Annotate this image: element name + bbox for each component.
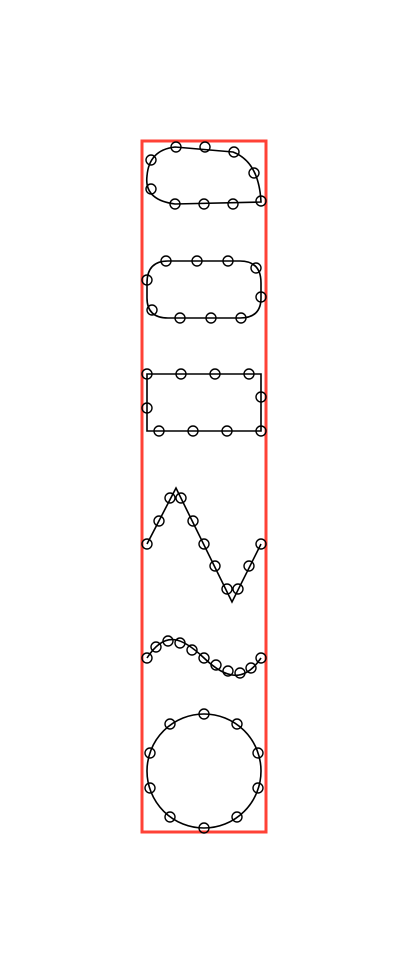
node[interactable] xyxy=(144,747,156,759)
node[interactable] xyxy=(198,538,210,550)
node[interactable] xyxy=(231,718,243,730)
node[interactable] xyxy=(255,538,267,550)
rounded-rect-nodes xyxy=(141,255,267,324)
node[interactable] xyxy=(255,391,267,403)
rectangle-nodes xyxy=(141,368,267,437)
node[interactable] xyxy=(243,560,255,572)
node[interactable] xyxy=(205,312,217,324)
rectangle-shape xyxy=(141,368,267,437)
selection-frame xyxy=(140,139,268,834)
node[interactable] xyxy=(191,255,203,267)
node[interactable] xyxy=(221,583,233,595)
node[interactable] xyxy=(141,652,153,664)
node[interactable] xyxy=(198,708,210,720)
node[interactable] xyxy=(153,515,165,527)
node[interactable] xyxy=(198,652,210,664)
node[interactable] xyxy=(187,425,199,437)
node[interactable] xyxy=(174,637,186,649)
circle-nodes xyxy=(144,708,264,834)
node[interactable] xyxy=(255,652,267,664)
node[interactable] xyxy=(164,492,176,504)
node[interactable] xyxy=(141,538,153,550)
bulb-nodes xyxy=(145,141,267,210)
node[interactable] xyxy=(164,718,176,730)
node[interactable] xyxy=(245,662,257,674)
node[interactable] xyxy=(199,141,211,153)
rounded-rect-shape xyxy=(141,255,267,324)
node[interactable] xyxy=(174,312,186,324)
node[interactable] xyxy=(162,635,174,647)
bulb-outline xyxy=(145,146,262,205)
circle-outline xyxy=(146,713,262,829)
node[interactable] xyxy=(160,255,172,267)
node[interactable] xyxy=(227,198,239,210)
zigzag-shape xyxy=(141,486,267,604)
node[interactable] xyxy=(232,583,244,595)
node[interactable] xyxy=(210,659,222,671)
node[interactable] xyxy=(252,747,264,759)
node[interactable] xyxy=(141,274,153,286)
bulb-shape xyxy=(145,141,267,210)
sine-wave-nodes xyxy=(141,635,267,679)
node[interactable] xyxy=(243,368,255,380)
node[interactable] xyxy=(234,667,246,679)
node[interactable] xyxy=(209,560,221,572)
rectangle-outline xyxy=(146,373,262,432)
node[interactable] xyxy=(187,515,199,527)
node[interactable] xyxy=(169,198,181,210)
node[interactable] xyxy=(222,255,234,267)
node[interactable] xyxy=(248,167,260,179)
node[interactable] xyxy=(144,782,156,794)
node[interactable] xyxy=(153,425,165,437)
zigzag-nodes xyxy=(141,492,267,595)
node[interactable] xyxy=(235,312,247,324)
circle-shape xyxy=(144,708,264,834)
node[interactable] xyxy=(209,368,221,380)
node[interactable] xyxy=(164,811,176,823)
node[interactable] xyxy=(141,402,153,414)
node[interactable] xyxy=(175,368,187,380)
node[interactable] xyxy=(250,262,262,274)
node[interactable] xyxy=(255,195,267,207)
node[interactable] xyxy=(198,198,210,210)
node[interactable] xyxy=(221,425,233,437)
node[interactable] xyxy=(222,665,234,677)
node[interactable] xyxy=(186,644,198,656)
node[interactable] xyxy=(145,154,157,166)
node[interactable] xyxy=(255,291,267,303)
node[interactable] xyxy=(146,304,158,316)
node[interactable] xyxy=(141,368,153,380)
node[interactable] xyxy=(252,782,264,794)
node[interactable] xyxy=(145,183,157,195)
node[interactable] xyxy=(150,641,162,653)
node[interactable] xyxy=(198,822,210,834)
node[interactable] xyxy=(255,425,267,437)
zigzag-outline xyxy=(146,486,262,604)
node[interactable] xyxy=(170,141,182,153)
node[interactable] xyxy=(231,811,243,823)
rounded-rect-outline xyxy=(146,260,262,319)
node[interactable] xyxy=(228,146,240,158)
node[interactable] xyxy=(175,492,187,504)
sine-wave-shape xyxy=(141,635,267,679)
